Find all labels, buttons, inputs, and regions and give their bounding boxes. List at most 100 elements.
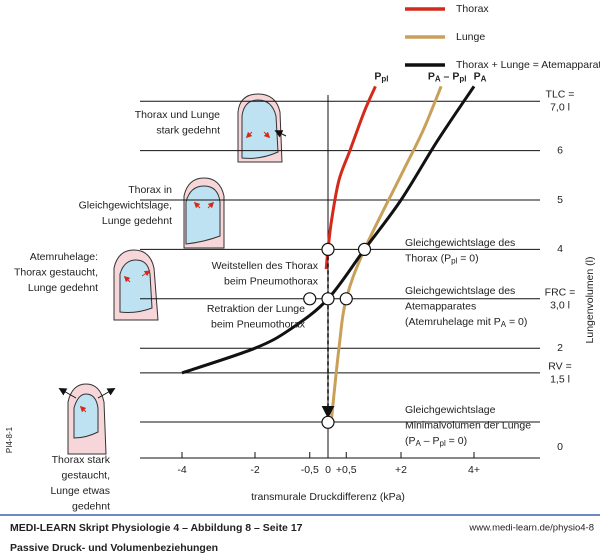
text-run: Gleichgewichtslage des [405, 285, 515, 297]
text-run: = 0) [506, 316, 527, 328]
text-run: Atemapparates [405, 300, 476, 312]
illustration [237, 93, 287, 163]
figure-code: PI4-8-1 [5, 426, 14, 453]
footer-source: MEDI-LEARN Skript Physiologie 4 – Abbild… [10, 522, 303, 534]
curve-label: Ppl [374, 70, 388, 83]
annotation: Thorax in [128, 184, 172, 196]
text-run: – P [441, 70, 460, 82]
annotation: Thorax und Lunge [135, 109, 220, 121]
annotation: Gleichgewichtslage [405, 404, 496, 416]
equilibrium-point [339, 292, 353, 306]
annotation: Thorax stark [52, 454, 111, 466]
text-run: Thorax in [128, 184, 172, 196]
equilibrium-point [357, 242, 372, 256]
annotation: Lunge etwas [50, 485, 110, 497]
y-tick-label: FRC = 3,0 l [545, 286, 576, 311]
subscript: pl [440, 439, 446, 448]
text-run: Retraktion der Lunge [207, 303, 305, 315]
illustration [58, 383, 116, 455]
text-run: beim Pneumothorax [224, 275, 319, 287]
y-tick-line: FRC = [545, 286, 576, 298]
line [181, 85, 476, 375]
annotation: Gleichgewichtslage, [79, 199, 172, 211]
subscript: pl [459, 74, 466, 83]
text-run: Minimalvolumen der Lunge [405, 419, 531, 431]
x-axis-title: transmurale Druckdifferenz (kPa) [251, 491, 405, 503]
y-tick-label: 4 [557, 243, 563, 255]
annotation: stark gedehnt [156, 124, 220, 136]
annotation: Thorax gestaucht, [14, 266, 98, 278]
y-tick-label: RV = 1,5 l [548, 360, 571, 385]
text-run: Lunge gedehnt [102, 215, 172, 227]
text-run: gedehnt [72, 500, 110, 512]
text-run: P [474, 70, 481, 82]
x-tick-label: -4 [177, 464, 186, 476]
legend-label: Thorax + Lunge = Atemapparat [456, 59, 600, 71]
annotation: Retraktion der Lunge [207, 303, 305, 315]
x-tick-label: 4+ [468, 464, 480, 476]
text-run: = 0) [446, 435, 467, 447]
y-tick-label: TLC = 7,0 l [546, 88, 575, 113]
x-tick-label: -2 [250, 464, 259, 476]
text-run: Gleichgewichtslage [405, 404, 496, 416]
annotation: Gleichgewichtslage des [405, 237, 515, 249]
subscript: A [435, 74, 441, 83]
y-tick-line: 7,0 l [550, 101, 570, 113]
annotation: Thorax (Ppl = 0) [405, 252, 479, 265]
equilibrium-point [303, 292, 317, 306]
x-tick-label: +0,5 [336, 464, 357, 476]
y-tick-line: TLC = [546, 88, 575, 100]
subscript: A [481, 74, 487, 83]
text-run: stark gedehnt [156, 124, 220, 136]
annotation: Atemruhelage: [30, 251, 98, 263]
text-run: (Atemruhelage mit P [405, 316, 501, 328]
text-run: Lunge gedehnt [28, 282, 98, 294]
text-run: Lunge etwas [50, 485, 110, 497]
legend-label: Thorax [456, 3, 489, 15]
text-run: Weitstellen des Thorax [212, 260, 319, 272]
annotation: Atemapparates [405, 300, 476, 312]
annotation: (Atemruhelage mit PA = 0) [405, 316, 527, 329]
y-tick-label: 6 [557, 144, 563, 156]
text-run: Atemruhelage: [30, 251, 98, 263]
text-run: gestaucht, [62, 469, 110, 481]
text-run: – P [421, 435, 440, 447]
annotation: Weitstellen des Thorax [212, 260, 319, 272]
subscript: A [501, 320, 507, 329]
text-run: (P [405, 435, 416, 447]
annotation: beim Pneumothorax [224, 275, 319, 287]
y-axis-title: Lungenvolumen (l) [584, 257, 596, 344]
y-tick-line: 3,0 l [550, 299, 570, 311]
subscript: pl [381, 74, 388, 83]
text-run: beim Pneumothorax [211, 318, 306, 330]
annotation: beim Pneumothorax [211, 318, 306, 330]
footer-caption: Passive Druck- und Volumenbeziehungen [10, 542, 218, 554]
annotation: Lunge gedehnt [28, 282, 98, 294]
text-run: Gleichgewichtslage, [79, 199, 172, 211]
y-tick-label: 0 [557, 441, 563, 453]
legend-label: Lunge [456, 31, 485, 43]
equilibrium-point [321, 292, 335, 306]
footer-url: www.medi-learn.de/physio4-8 [468, 523, 594, 534]
curve-label: PA – Ppl [428, 70, 467, 83]
x-tick-label: +2 [395, 464, 407, 476]
text-run: P [428, 70, 435, 82]
annotation: Gleichgewichtslage des [405, 285, 515, 297]
text-run: Thorax stark [52, 454, 111, 466]
annotation: gedehnt [72, 500, 110, 512]
x-tick-label: -0,5 [301, 464, 319, 476]
y-tick-label: 5 [557, 194, 563, 206]
equilibrium-point [321, 242, 335, 256]
x-tick-label: 0 [325, 464, 331, 476]
illustration [113, 249, 159, 321]
text-run: Thorax und Lunge [135, 109, 220, 121]
illustration [183, 177, 225, 249]
text-run: Thorax gestaucht, [14, 266, 98, 278]
annotation: (PA – Ppl = 0) [405, 435, 467, 448]
subscript: pl [451, 257, 457, 266]
subscript: A [416, 439, 422, 448]
curve-label: PA [474, 70, 487, 83]
equilibrium-point [321, 415, 335, 429]
